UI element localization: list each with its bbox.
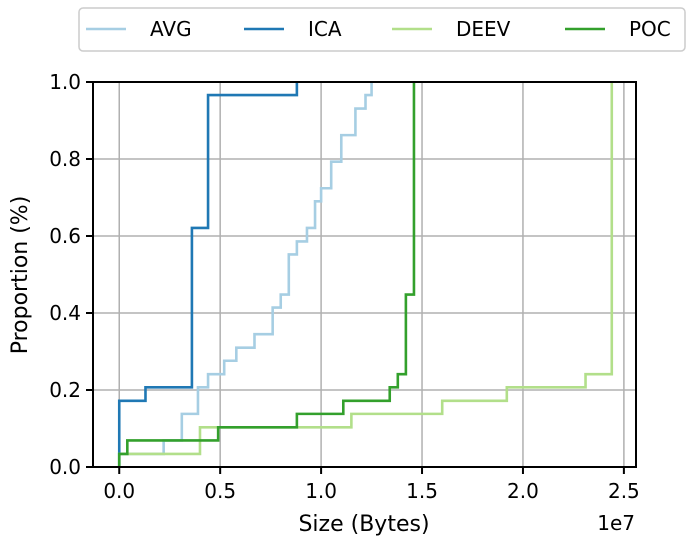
series-lines [117,82,614,467]
grid [93,81,636,468]
y-axis: 0.0 0.2 0.4 0.6 0.8 1.0 [49,70,93,479]
legend: AVG ICA DEEV POC [78,7,686,52]
y-axis-title: Proportion (%) [8,196,33,355]
y-tick-label: 1.0 [49,70,81,94]
y-tick-label: 0.2 [49,378,81,402]
x-tick-label: 1.0 [305,479,337,503]
y-tick-label: 0.0 [49,455,81,479]
x-tick-label: 1.5 [406,479,438,503]
legend-label-avg: AVG [150,17,192,41]
y-tick-label: 0.6 [49,224,81,248]
series-line-ica [117,82,299,467]
plot-area: 0.0 0.5 1.0 1.5 2.0 2.5 0.0 0.2 0.4 0.6 0.8 1.0 [49,70,640,503]
x-axis: 0.0 0.5 1.0 1.5 2.0 2.5 [103,467,640,503]
series-line-poc [117,82,416,467]
x-axis-title: Size (Bytes) [298,512,429,537]
axes-frame [92,81,637,468]
legend-frame [78,7,686,52]
x-offset-label: 1e7 [597,511,635,535]
x-tick-label: 2.5 [608,479,640,503]
legend-label-deev: DEEV [456,17,511,41]
legend-label-ica: ICA [308,17,342,41]
y-tick-label: 0.4 [49,301,81,325]
x-tick-label: 2.0 [507,479,539,503]
x-tick-label: 0.0 [103,479,135,503]
legend-label-poc: POC [629,17,671,41]
series-line-deev [117,82,614,467]
x-tick-label: 0.5 [204,479,236,503]
series-line-avg [117,82,373,467]
y-tick-label: 0.8 [49,147,81,171]
